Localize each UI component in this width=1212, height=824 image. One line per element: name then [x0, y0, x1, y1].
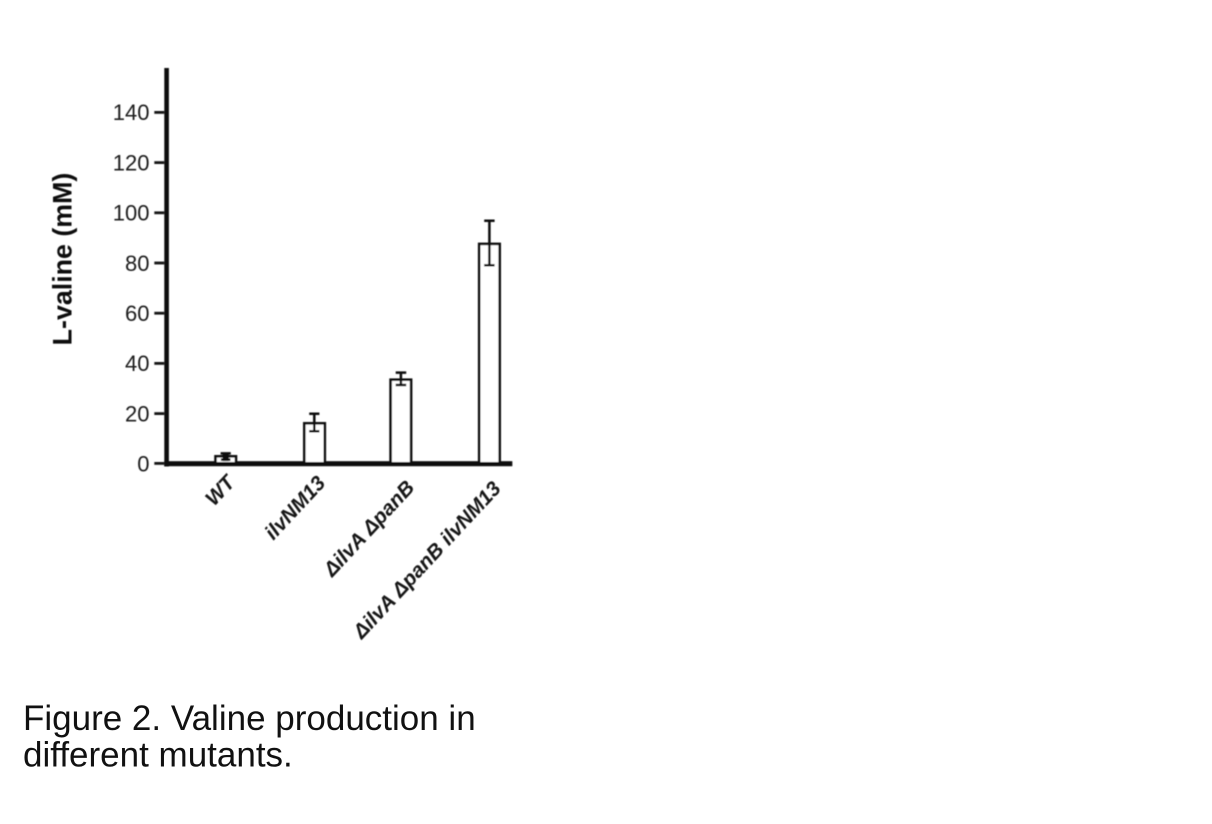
svg-text:ilvNM13: ilvNM13	[260, 471, 330, 544]
svg-text:different mutants.: different mutants.	[23, 736, 293, 775]
svg-text:WT: WT	[201, 469, 241, 510]
svg-text:80: 80	[125, 251, 149, 276]
svg-text:ΔilvA ΔpanB ilvNM13: ΔilvA ΔpanB ilvNM13	[348, 477, 506, 644]
svg-text:140: 140	[113, 100, 150, 125]
svg-text:100: 100	[113, 201, 150, 226]
svg-text:0: 0	[137, 451, 149, 476]
svg-text:20: 20	[125, 401, 149, 426]
svg-text:60: 60	[125, 301, 149, 326]
svg-text:40: 40	[125, 351, 149, 376]
svg-text:120: 120	[113, 150, 150, 175]
svg-text:L-valine (mM): L-valine (mM)	[48, 173, 78, 346]
svg-text:Figure 2. Valine production in: Figure 2. Valine production in	[23, 699, 476, 738]
svg-text:ΔilvA ΔpanB: ΔilvA ΔpanB	[319, 476, 420, 582]
